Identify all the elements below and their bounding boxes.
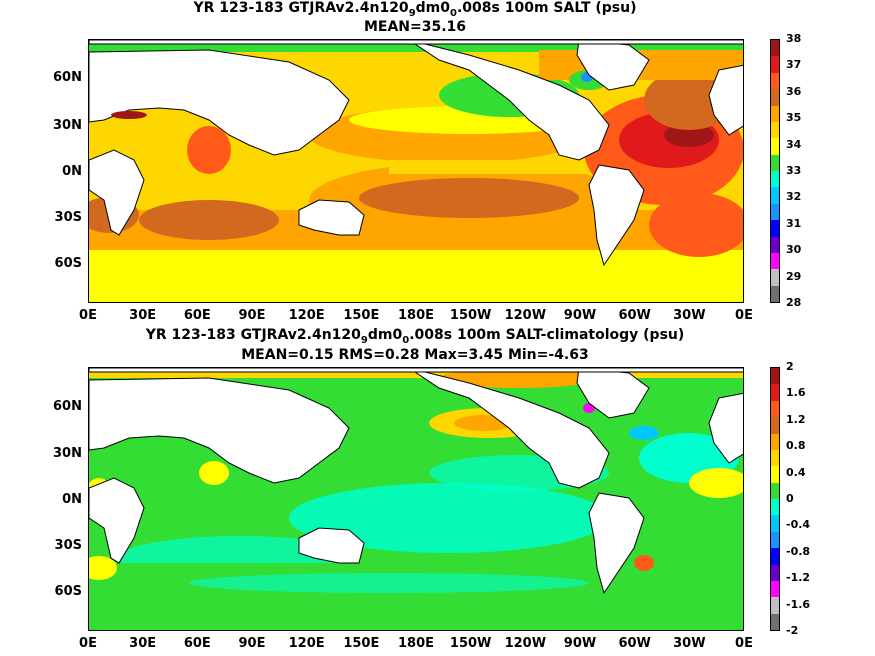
colorbar-swatch bbox=[771, 171, 779, 188]
colorbar-label: 1.6 bbox=[786, 386, 806, 400]
colorbar-swatch bbox=[771, 417, 779, 434]
colorbar-swatch bbox=[771, 56, 779, 73]
colorbar-swatch bbox=[771, 564, 779, 581]
panel2-colorbar bbox=[770, 367, 780, 631]
lat-label: 60N bbox=[53, 399, 82, 414]
colorbar-label: -2 bbox=[786, 624, 799, 637]
colorbar-label: 35 bbox=[786, 111, 802, 125]
lon-label: 120E bbox=[288, 308, 325, 323]
lon-label: 30E bbox=[129, 636, 157, 651]
colorbar-swatch bbox=[771, 482, 779, 499]
colorbar-swatch bbox=[771, 515, 779, 532]
colorbar-swatch bbox=[771, 531, 779, 549]
lat-label: 30N bbox=[53, 118, 82, 133]
colorbar-label: 0 bbox=[786, 492, 794, 505]
lon-label: 30W bbox=[673, 308, 706, 323]
colorbar-swatch bbox=[771, 203, 779, 221]
panel2-subtitle: MEAN=0.15 RMS=0.28 Max=3.45 Min=-4.63 bbox=[241, 347, 589, 363]
colorbar-swatch bbox=[771, 400, 779, 418]
lon-label: 30E bbox=[129, 308, 157, 323]
colorbar-label: 36 bbox=[786, 84, 802, 98]
colorbar-swatch bbox=[771, 597, 779, 614]
lat-label: 30S bbox=[54, 210, 82, 225]
panel2-anomaly-map bbox=[88, 367, 744, 631]
colorbar-label: -1.2 bbox=[786, 571, 811, 585]
colorbar-swatch bbox=[771, 548, 779, 565]
colorbar-label: 38 bbox=[786, 32, 802, 45]
lon-label: 90W bbox=[563, 636, 597, 651]
colorbar-label: -0.4 bbox=[786, 518, 811, 532]
colorbar-swatch bbox=[771, 384, 779, 401]
panel1-colorbar bbox=[770, 39, 780, 303]
colorbar-swatch bbox=[771, 72, 779, 90]
colorbar-swatch bbox=[771, 154, 779, 171]
lon-label: 90E bbox=[238, 636, 266, 651]
lon-label: 180E bbox=[397, 636, 435, 651]
colorbar-swatch bbox=[771, 121, 779, 139]
lat-label: 60S bbox=[54, 256, 82, 271]
lon-label: 150W bbox=[449, 308, 492, 323]
colorbar-swatch bbox=[771, 187, 779, 204]
colorbar-label: 0.8 bbox=[786, 439, 806, 453]
colorbar-label: 0.4 bbox=[786, 465, 806, 479]
lon-label: 60W bbox=[618, 308, 651, 323]
lon-label: 150E bbox=[343, 308, 380, 323]
lon-label: 90E bbox=[238, 308, 266, 323]
lat-label: 30N bbox=[53, 446, 82, 461]
colorbar-label: 29 bbox=[786, 269, 802, 283]
colorbar-swatch bbox=[771, 252, 779, 270]
colorbar-label: 32 bbox=[786, 190, 802, 204]
lon-label: 120W bbox=[504, 636, 547, 651]
panel1-title: YR 123-183 GTJRAv2.4n1209dm00.008s 100m … bbox=[193, 0, 637, 19]
colorbar-swatch bbox=[771, 236, 779, 253]
lon-label: 180E bbox=[397, 308, 435, 323]
colorbar-swatch bbox=[771, 433, 779, 450]
lat-label: 0N bbox=[62, 164, 82, 179]
colorbar-swatch bbox=[771, 613, 779, 630]
colorbar-swatch bbox=[771, 89, 779, 106]
colorbar-swatch bbox=[771, 368, 779, 385]
colorbar-label: -1.6 bbox=[786, 597, 811, 611]
panel1-subtitle: MEAN=35.16 bbox=[363, 19, 467, 35]
lon-label: 0E bbox=[735, 636, 753, 651]
colorbar-label: 34 bbox=[786, 137, 802, 151]
colorbar-swatch bbox=[771, 285, 779, 302]
lon-label: 150W bbox=[449, 636, 492, 651]
colorbar-label: 33 bbox=[786, 164, 802, 177]
colorbar-swatch bbox=[771, 138, 779, 155]
colorbar-swatch bbox=[771, 580, 779, 598]
colorbar-swatch bbox=[771, 269, 779, 286]
lat-label: 60S bbox=[54, 584, 82, 599]
lon-label: 150E bbox=[343, 636, 380, 651]
colorbar-swatch bbox=[771, 466, 779, 483]
lat-label: 0N bbox=[62, 492, 82, 507]
lon-label: 120E bbox=[288, 636, 325, 651]
lon-label: 0E bbox=[79, 308, 97, 323]
colorbar-label: 2 bbox=[786, 360, 794, 373]
lon-label: 60W bbox=[618, 636, 651, 651]
lon-label: 120W bbox=[504, 308, 547, 323]
colorbar-label: 30 bbox=[786, 243, 802, 257]
lon-label: 90W bbox=[563, 308, 597, 323]
colorbar-swatch bbox=[771, 220, 779, 237]
lon-label: 60E bbox=[183, 636, 211, 651]
lon-label: 60E bbox=[183, 308, 211, 323]
lat-label: 60N bbox=[53, 70, 82, 85]
panel1-salinity-map bbox=[88, 39, 744, 303]
colorbar-swatch bbox=[771, 499, 779, 516]
colorbar-label: -0.8 bbox=[786, 544, 811, 558]
colorbar-label: 28 bbox=[786, 296, 802, 309]
colorbar-swatch bbox=[771, 40, 779, 57]
colorbar-label: 1.2 bbox=[786, 412, 806, 426]
lon-label: 0E bbox=[735, 308, 753, 323]
panel2-title: YR 123-183 GTJRAv2.4n1209dm00.008s 100m … bbox=[145, 327, 685, 346]
lat-label: 30S bbox=[54, 538, 82, 553]
lon-label: 0E bbox=[79, 636, 97, 651]
colorbar-swatch bbox=[771, 449, 779, 467]
colorbar-label: 31 bbox=[786, 216, 802, 230]
colorbar-swatch bbox=[771, 105, 779, 122]
lon-label: 30W bbox=[673, 636, 706, 651]
colorbar-label: 37 bbox=[786, 58, 802, 72]
